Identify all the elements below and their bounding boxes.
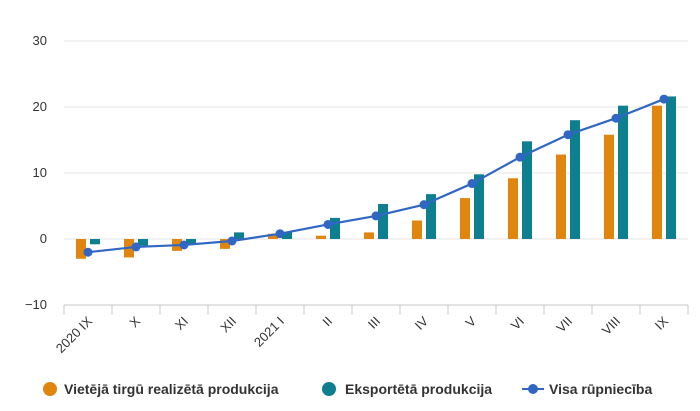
bar-export[interactable] (666, 96, 676, 239)
bar-export[interactable] (186, 239, 196, 245)
legend-item[interactable]: Vietējā tirgū realizētā produkcija (43, 381, 279, 397)
line-point[interactable] (275, 229, 285, 239)
x-tick-label: VIII (599, 314, 623, 338)
bar-domestic[interactable] (316, 235, 326, 239)
bar-domestic[interactable] (652, 105, 662, 240)
bar-export[interactable] (570, 120, 580, 239)
line-point[interactable] (227, 236, 237, 246)
y-tick-label: 0 (40, 231, 47, 246)
x-tick-label: 2020 IX (53, 313, 96, 356)
line-point[interactable] (563, 130, 573, 140)
bar-domestic[interactable] (76, 239, 86, 259)
line-point[interactable] (83, 247, 93, 257)
legend-item[interactable]: Visa rūpniecība (522, 381, 652, 397)
x-tick-label: X (126, 313, 143, 330)
legend[interactable]: Vietējā tirgū realizētā produkcija Ekspor… (43, 381, 652, 397)
bar-domestic[interactable] (508, 178, 518, 239)
x-tick-label: III (365, 314, 383, 332)
bar-export[interactable] (234, 232, 244, 239)
legend-marker (322, 382, 336, 396)
line-point[interactable] (659, 94, 669, 104)
bar-domestic[interactable] (412, 220, 422, 239)
bar-domestic[interactable] (460, 198, 470, 239)
bar-domestic[interactable] (556, 154, 566, 239)
legend-marker (43, 382, 57, 396)
bar-export[interactable] (138, 239, 148, 246)
legend-label: Eksportētā produkcija (345, 381, 492, 397)
y-tick-label: 10 (33, 165, 47, 180)
x-tick-label: V (462, 313, 479, 330)
x-tick-label: IX (652, 313, 672, 333)
bar-export[interactable] (474, 174, 484, 239)
x-tick-label: XII (217, 314, 239, 336)
line-point[interactable] (419, 200, 429, 210)
x-tick-label: IV (412, 313, 432, 333)
axis-layer: −10 0 10 20 30 (25, 33, 689, 315)
line-point[interactable] (467, 179, 477, 189)
grid-layer (64, 40, 688, 306)
bar-export[interactable] (426, 194, 436, 239)
bar-export[interactable] (522, 141, 532, 239)
bar-domestic[interactable] (220, 239, 230, 249)
bar-export[interactable] (90, 239, 100, 245)
legend-item[interactable]: Eksportētā produkcija (322, 381, 492, 397)
bar-layer (76, 96, 676, 259)
bar-domestic[interactable] (604, 134, 614, 239)
bar-export[interactable] (618, 105, 628, 240)
y-tick-label: −10 (25, 297, 47, 312)
bar-export[interactable] (378, 204, 388, 239)
bar-domestic[interactable] (268, 233, 278, 239)
line-point[interactable] (323, 219, 333, 229)
x-tick-label: 2021 I (251, 314, 287, 350)
x-tick-label: VII (553, 314, 575, 336)
line-point[interactable] (371, 211, 381, 221)
x-tick-label: VI (508, 314, 527, 333)
bar-export[interactable] (282, 232, 292, 239)
legend-label: Visa rūpniecība (549, 381, 652, 397)
line-point[interactable] (179, 240, 189, 250)
x-tick-label: II (319, 314, 335, 330)
line-point[interactable] (515, 152, 525, 162)
legend-marker (528, 384, 538, 394)
bar-export[interactable] (330, 217, 340, 239)
x-tick-label: XI (172, 314, 191, 333)
line-layer (83, 94, 669, 257)
line-point[interactable] (611, 113, 621, 123)
y-tick-label: 30 (33, 33, 47, 48)
bar-domestic[interactable] (364, 232, 374, 239)
legend-label: Vietējā tirgū realizētā produkcija (64, 381, 279, 397)
x-tick-labels: 2020 IX X XI XII 2021 I II III IV V VI VII VIII IX (53, 313, 672, 356)
y-tick-label: 20 (33, 99, 47, 114)
line-point[interactable] (131, 242, 141, 252)
